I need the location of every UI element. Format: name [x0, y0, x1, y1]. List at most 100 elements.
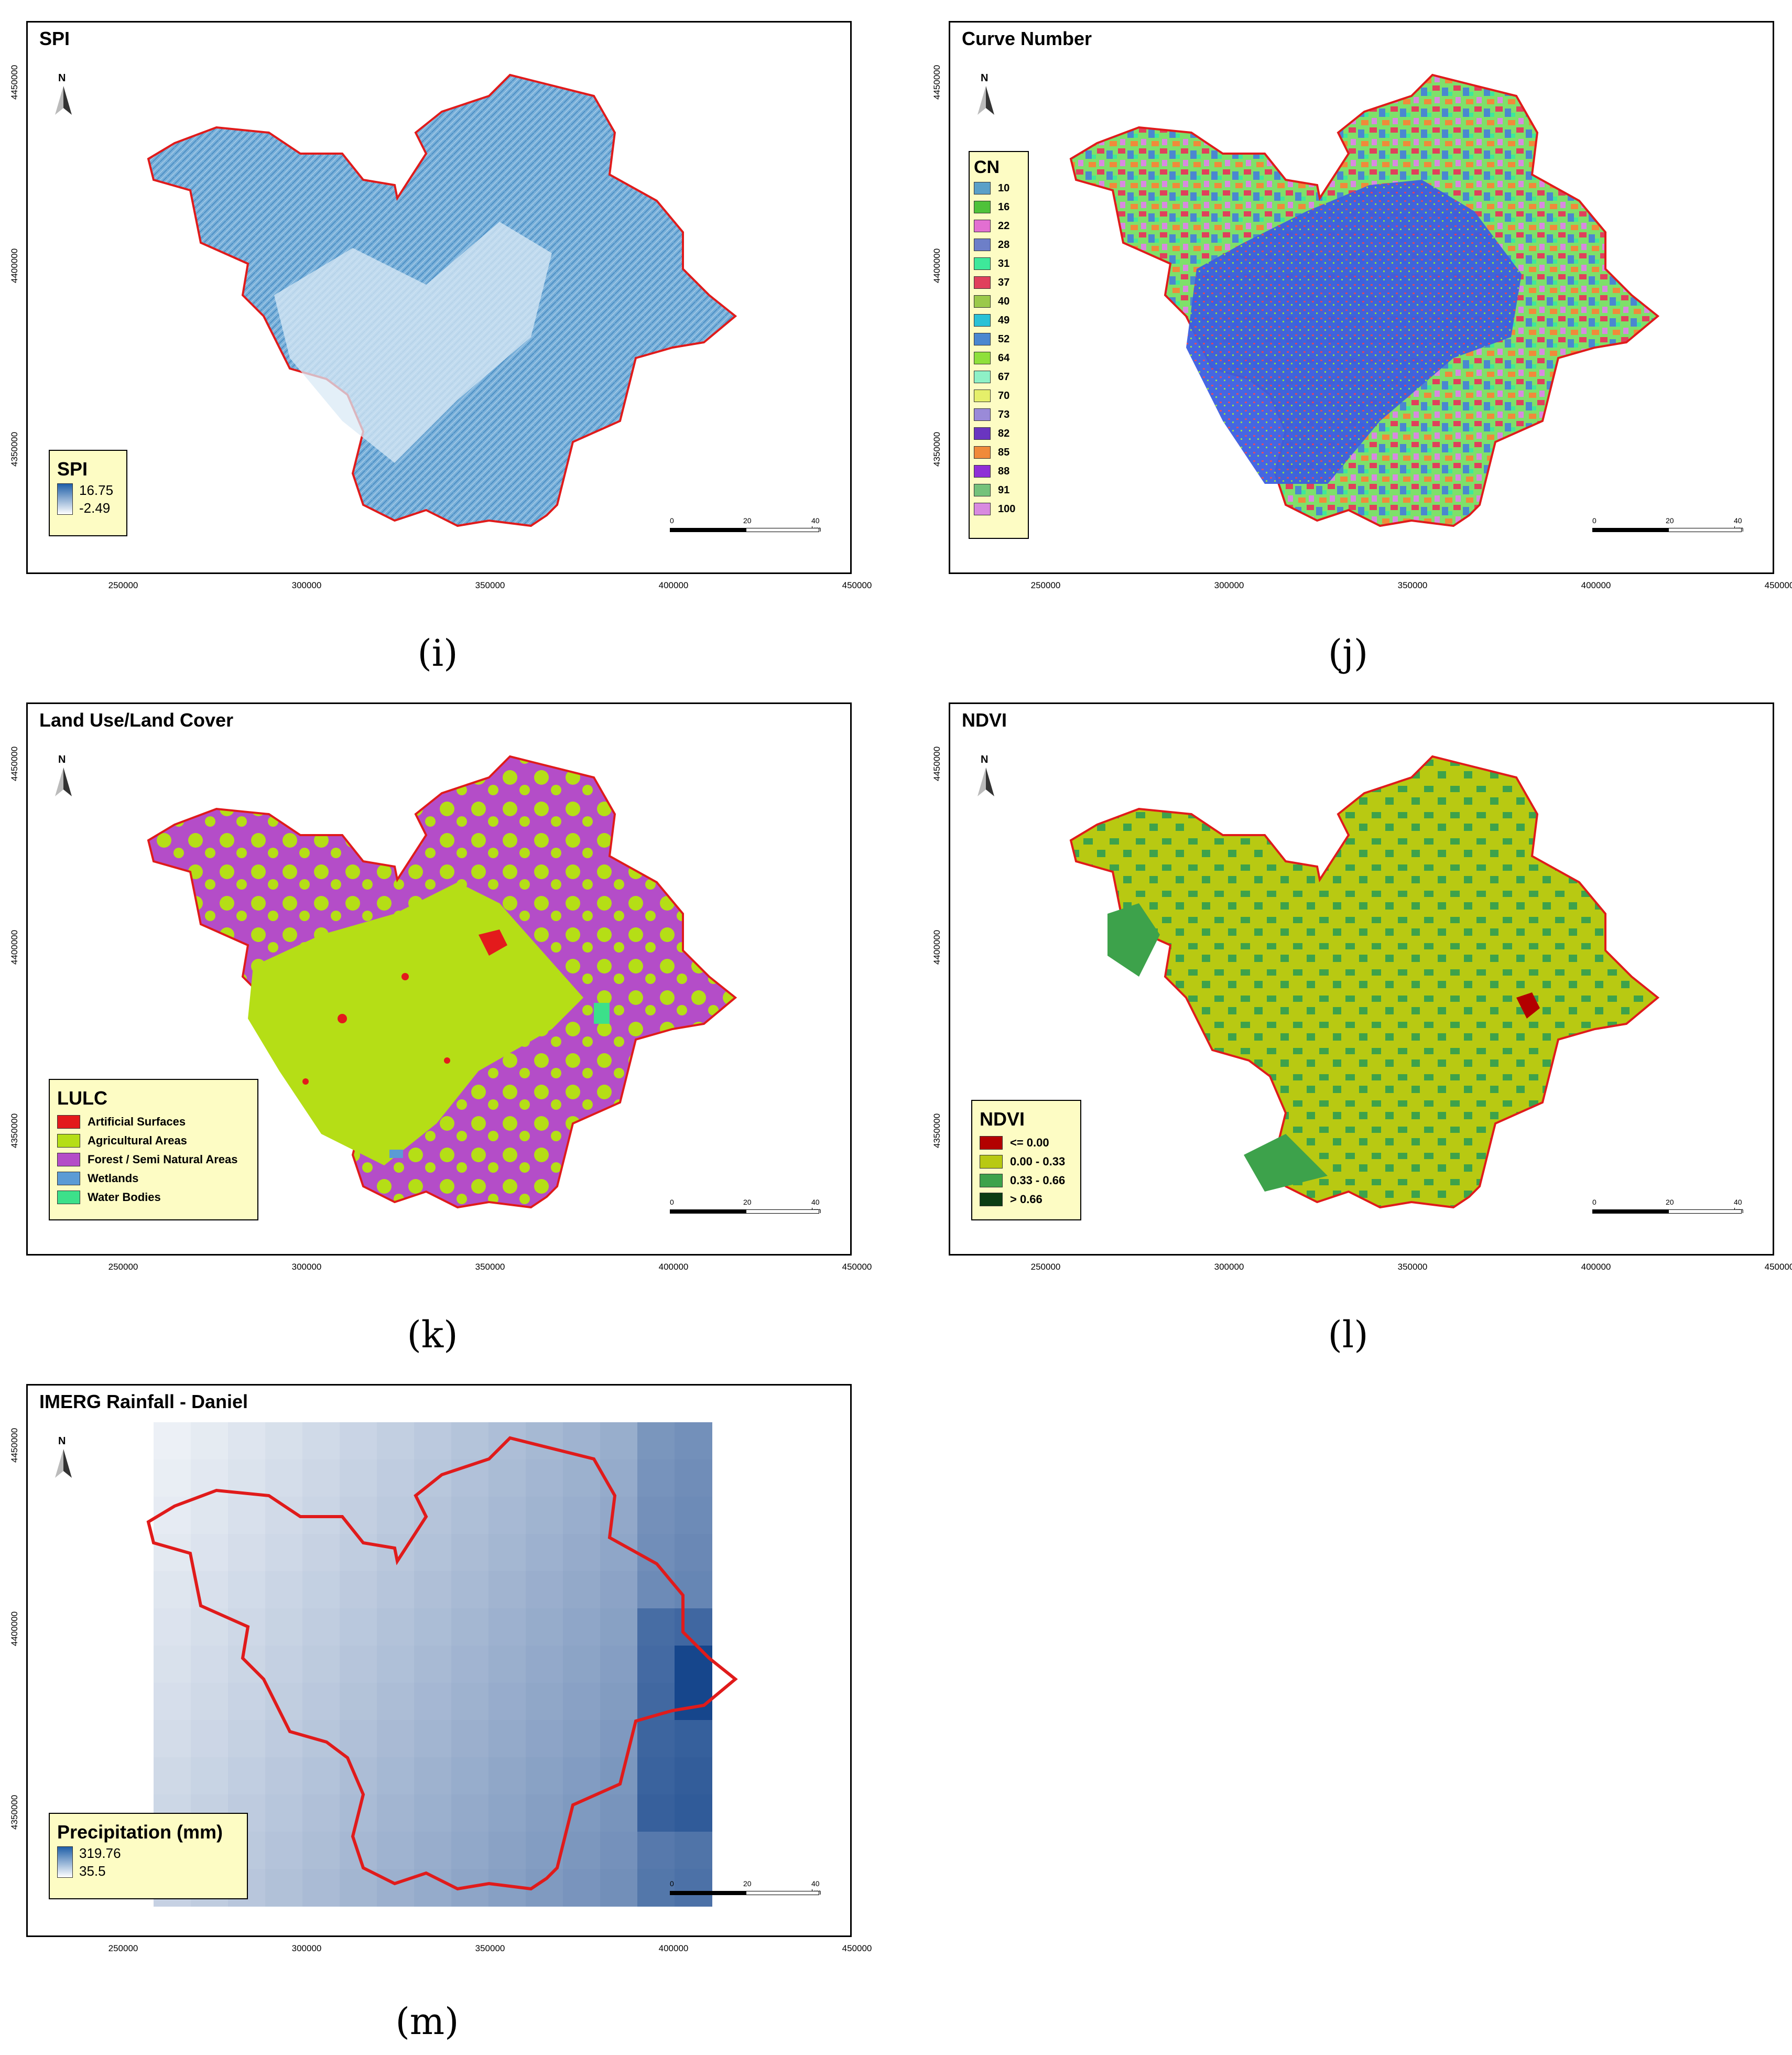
- north-arrow-icon: [978, 767, 994, 796]
- precip-cell: [265, 1646, 303, 1683]
- precip-cell: [154, 1422, 191, 1460]
- precip-cell: [563, 1720, 601, 1758]
- precip-cell: [265, 1794, 303, 1832]
- precip-cell: [191, 1534, 229, 1572]
- x-tick-label: 450000: [842, 1943, 872, 1953]
- precip-cell: [488, 1832, 526, 1869]
- precip-cell: [451, 1571, 489, 1609]
- precip-cell: [526, 1571, 563, 1609]
- legend-item: 37: [974, 273, 1024, 292]
- precip-cell: [600, 1683, 638, 1721]
- legend-title: Precipitation (mm): [57, 1821, 223, 1843]
- legend-title: SPI: [57, 458, 88, 480]
- map-title: Curve Number: [962, 28, 1092, 49]
- x-tick-label: 300000: [291, 1943, 322, 1953]
- legend-swatch: [57, 1191, 80, 1204]
- north-arrow-icon: [55, 767, 72, 796]
- precip-cell: [265, 1683, 303, 1721]
- legend-max: 319.76: [79, 1845, 121, 1861]
- legend-label: 0.33 - 0.66: [1010, 1174, 1066, 1187]
- legend-item: 88: [974, 462, 1024, 481]
- precip-cell: [637, 1497, 675, 1534]
- precip-cell: [154, 1459, 191, 1497]
- precip-cell: [414, 1608, 452, 1646]
- legend-swatch: [974, 446, 991, 459]
- north-arrow: N: [975, 754, 996, 801]
- legend-label: 49: [998, 314, 1010, 326]
- precip-cell: [191, 1757, 229, 1795]
- legend-swatch: [974, 295, 991, 308]
- precip-cell: [675, 1534, 712, 1572]
- x-tick-label: 250000: [1030, 1262, 1061, 1272]
- legend-item: 70: [974, 386, 1024, 405]
- legend-label: 0.00 - 0.33: [1010, 1155, 1066, 1168]
- legend-label: 91: [998, 484, 1010, 496]
- precip-cell: [340, 1571, 377, 1609]
- legend-label: 88: [998, 465, 1010, 477]
- scale-label: 0: [1592, 1198, 1596, 1206]
- precip-cell: [191, 1683, 229, 1721]
- legend-swatch: [57, 1115, 80, 1129]
- precip-cell: [637, 1720, 675, 1758]
- precip-cell: [451, 1683, 489, 1721]
- legend-label: 70: [998, 390, 1010, 402]
- precip-cell: [302, 1832, 340, 1869]
- x-tick-label: 350000: [1397, 1262, 1428, 1272]
- precip-cell: [526, 1646, 563, 1683]
- precip-cell: [563, 1497, 601, 1534]
- legend-swatch: [974, 390, 991, 402]
- color-ramp: [57, 1846, 73, 1878]
- precip-cell: [154, 1608, 191, 1646]
- precip-cell: [340, 1757, 377, 1795]
- precip-cell: [563, 1757, 601, 1795]
- y-tick-label: 4400000: [932, 248, 942, 283]
- caption: (l): [1328, 1313, 1369, 1356]
- precip-cell: [637, 1608, 675, 1646]
- legend-title: LULC: [57, 1087, 107, 1109]
- x-tick-label: 250000: [1030, 580, 1061, 590]
- legend-label: 40: [998, 295, 1010, 307]
- x-tick-label: 450000: [842, 1262, 872, 1272]
- precip-cell: [414, 1571, 452, 1609]
- legend-swatch: [57, 1172, 80, 1185]
- precip-cell: [228, 1720, 266, 1758]
- map-title: NDVI: [962, 709, 1007, 731]
- y-tick-label: 4400000: [9, 248, 19, 283]
- precip-cell: [451, 1422, 489, 1460]
- scale-label: 20: [743, 516, 752, 525]
- precip-cell: [228, 1683, 266, 1721]
- precip-cell: [377, 1683, 415, 1721]
- precip-cell: [451, 1720, 489, 1758]
- precip-cell: [451, 1757, 489, 1795]
- precip-cell: [154, 1646, 191, 1683]
- precip-cell: [340, 1459, 377, 1497]
- legend-label: Water Bodies: [88, 1191, 161, 1204]
- scale-label: 20: [1666, 1198, 1674, 1206]
- precip-cell: [340, 1683, 377, 1721]
- scale-label: 20: [743, 1879, 752, 1888]
- north-arrow-icon: [55, 1449, 72, 1478]
- precip-cell: [675, 1794, 712, 1832]
- caption: (m): [395, 2000, 459, 2043]
- panel-curve-number: Curve Number N CN 10 16 22 28 31 37 40 49 52 64 67…: [922, 0, 1792, 682]
- precip-cell: [600, 1534, 638, 1572]
- legend-label: Wetlands: [88, 1172, 139, 1185]
- y-tick-label: 4350000: [9, 1113, 19, 1148]
- map-canvas-lulc: [147, 755, 737, 1209]
- legend-max: 16.75: [79, 482, 114, 498]
- precip-cell: [563, 1832, 601, 1869]
- map-canvas-imerg: [146, 1422, 738, 1907]
- precip-cell: [488, 1683, 526, 1721]
- precip-cell: [340, 1646, 377, 1683]
- map-title: SPI: [39, 28, 70, 49]
- precip-cell: [488, 1571, 526, 1609]
- x-tick-label: 400000: [658, 580, 689, 590]
- x-tick-label: 250000: [108, 1943, 138, 1953]
- precip-cell: [228, 1534, 266, 1572]
- legend-label: Agricultural Areas: [88, 1134, 187, 1147]
- map-canvas-cn: [1069, 73, 1660, 527]
